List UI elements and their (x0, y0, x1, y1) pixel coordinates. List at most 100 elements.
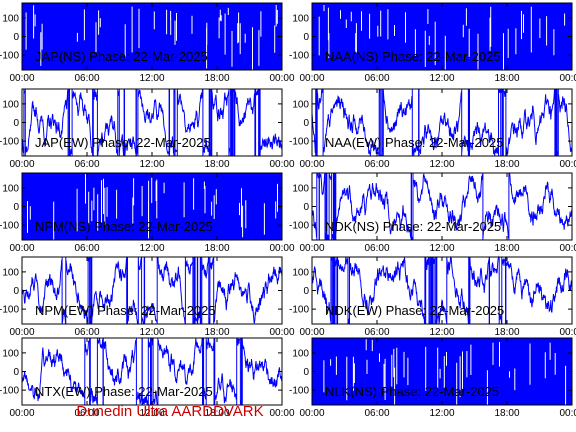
phase-panel-2: 1000-10000:0006:0012:0018:0000:00NAA(NS)… (289, 2, 576, 84)
x-tick-label: 18:00 (494, 159, 519, 170)
x-tick-label: 00:00 (559, 327, 576, 338)
x-tick-label: 06:00 (364, 159, 389, 170)
x-tick-label: 18:00 (204, 327, 229, 338)
y-tick-label: 100 (2, 267, 19, 278)
x-tick-label: 00:00 (269, 243, 294, 254)
panel-title: NDK(EW) Phase: 22-Mar-2025 (325, 303, 504, 318)
y-tick-label: 100 (292, 267, 309, 278)
phase-trace-line (311, 89, 573, 157)
phase-trace-line (21, 256, 283, 325)
x-tick-label: 00:00 (559, 243, 576, 254)
x-tick-label: 00:00 (299, 408, 324, 419)
y-tick-label: -100 (289, 221, 309, 232)
x-tick-label: 00:00 (269, 159, 294, 170)
panel-title: NPM(EW) Phase: 22-Mar-2025 (35, 303, 216, 318)
x-tick-label: 06:00 (364, 243, 389, 254)
x-tick-label: 12:00 (429, 73, 454, 84)
x-tick-label: 00:00 (9, 327, 34, 338)
x-tick-label: 06:00 (74, 243, 99, 254)
phase-trace-line (311, 172, 573, 240)
phase-trace-line (311, 255, 573, 324)
x-tick-label: 12:00 (139, 243, 164, 254)
x-tick-label: 18:00 (494, 243, 519, 254)
panel-title: NLK(NS) Phase: 22-Mar-2025 (325, 384, 499, 399)
phase-panel-4: 1000-10000:0006:0012:0018:0000:00NAA(EW)… (289, 88, 576, 170)
x-tick-label: 18:00 (204, 408, 229, 419)
y-tick-label: 0 (303, 32, 309, 43)
x-tick-label: 00:00 (269, 73, 294, 84)
panel-title: NAA(NS) Phase: 22-Mar-2025 (325, 49, 501, 64)
x-tick-label: 06:00 (74, 159, 99, 170)
x-tick-label: 18:00 (204, 243, 229, 254)
y-tick-label: 100 (2, 13, 19, 24)
panel-title: NAA(EW) Phase: 22-Mar-2025 (325, 135, 503, 150)
phase-trace-line (21, 337, 283, 406)
x-tick-label: 00:00 (559, 73, 576, 84)
x-tick-label: 18:00 (204, 73, 229, 84)
y-tick-label: 0 (13, 32, 19, 43)
x-tick-label: 12:00 (139, 408, 164, 419)
y-tick-label: -100 (0, 386, 19, 397)
station-caption: Dunedin Ultra AARDDVARK (76, 403, 264, 420)
phase-panel-10: 1000-10000:0006:0012:0018:0000:00NLK(NS)… (289, 337, 576, 419)
x-tick-label: 00:00 (9, 408, 34, 419)
y-tick-label: 0 (13, 286, 19, 297)
y-tick-label: 100 (292, 183, 309, 194)
y-tick-label: -100 (0, 221, 19, 232)
x-tick-label: 00:00 (269, 327, 294, 338)
x-tick-label: 12:00 (429, 159, 454, 170)
panel-title: JAP(NS) Phase: 22-Mar-2025 (35, 49, 208, 64)
x-tick-label: 12:00 (139, 327, 164, 338)
panel-title: NTX(EW) Phase: 22-Mar-2025 (35, 384, 213, 399)
y-tick-label: -100 (0, 51, 19, 62)
y-tick-label: 100 (292, 99, 309, 110)
x-tick-label: 18:00 (494, 73, 519, 84)
x-tick-label: 00:00 (269, 408, 294, 419)
y-tick-label: 0 (303, 367, 309, 378)
x-tick-label: 18:00 (204, 159, 229, 170)
x-tick-label: 06:00 (74, 408, 99, 419)
phase-trace-gaps (27, 174, 278, 240)
y-tick-label: -100 (0, 137, 19, 148)
panel-title: NPM(NS) Phase: 22-Mar-2025 (35, 219, 213, 234)
x-tick-label: 12:00 (139, 159, 164, 170)
x-tick-label: 12:00 (139, 73, 164, 84)
y-tick-label: -100 (289, 305, 309, 316)
x-tick-label: 12:00 (429, 243, 454, 254)
x-tick-label: 12:00 (429, 408, 454, 419)
x-tick-label: 00:00 (559, 159, 576, 170)
y-tick-label: 100 (2, 348, 19, 359)
y-tick-label: 0 (13, 118, 19, 129)
phase-panel-6: 1000-10000:0006:0012:0018:0000:00NDK(NS)… (289, 172, 576, 254)
x-tick-label: 00:00 (9, 73, 34, 84)
y-tick-label: 100 (292, 348, 309, 359)
y-tick-label: 0 (303, 202, 309, 213)
y-tick-label: -100 (289, 137, 309, 148)
x-tick-label: 00:00 (9, 243, 34, 254)
x-tick-label: 06:00 (364, 408, 389, 419)
x-tick-label: 06:00 (74, 73, 99, 84)
x-tick-label: 00:00 (299, 243, 324, 254)
y-tick-label: 0 (303, 286, 309, 297)
x-tick-label: 18:00 (494, 327, 519, 338)
y-tick-label: -100 (289, 51, 309, 62)
panel-title: JAP(EW) Phase: 22-Mar-2025 (35, 135, 211, 150)
y-tick-label: 0 (303, 118, 309, 129)
y-tick-label: 100 (292, 13, 309, 24)
y-tick-label: -100 (0, 305, 19, 316)
y-tick-label: 0 (13, 202, 19, 213)
x-tick-label: 06:00 (364, 73, 389, 84)
x-tick-label: 06:00 (364, 327, 389, 338)
y-tick-label: 100 (2, 99, 19, 110)
x-tick-label: 00:00 (299, 73, 324, 84)
x-tick-label: 06:00 (74, 327, 99, 338)
x-tick-label: 00:00 (299, 159, 324, 170)
x-tick-label: 18:00 (494, 408, 519, 419)
x-tick-label: 00:00 (9, 159, 34, 170)
